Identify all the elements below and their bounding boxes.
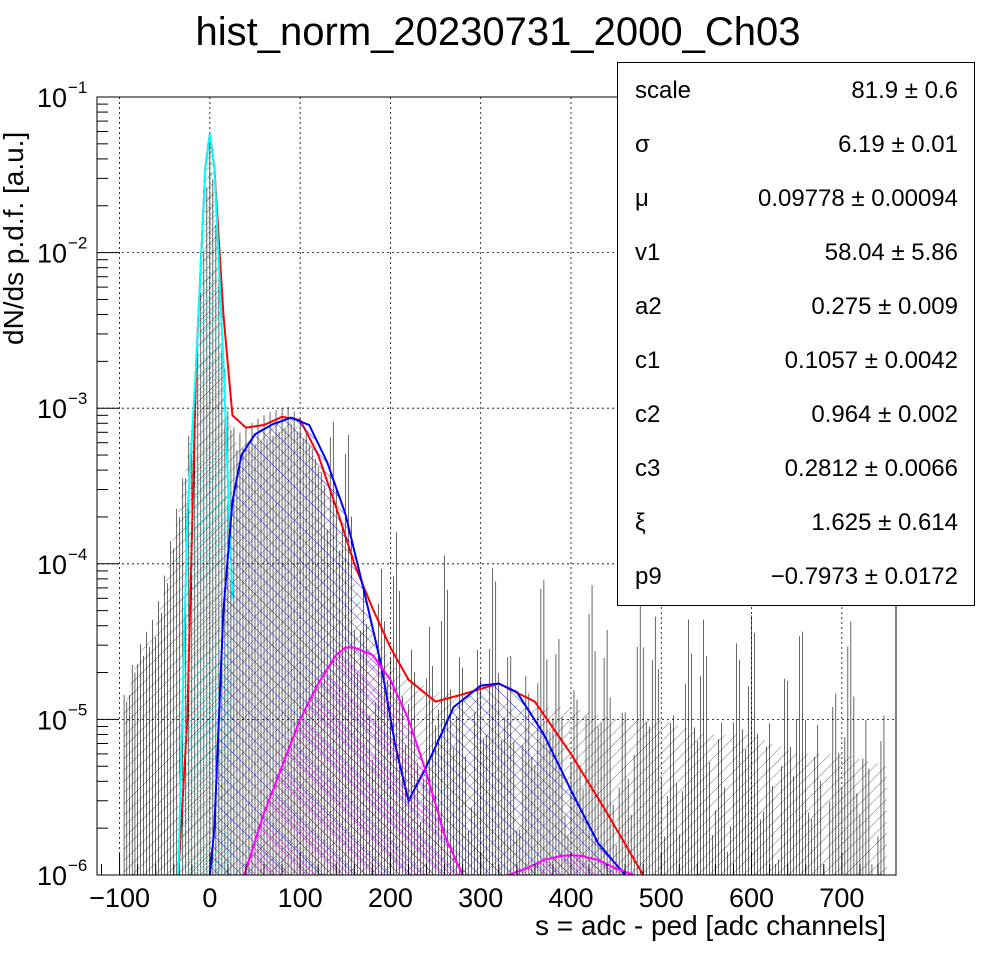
stats-param-value: 0.2812 ± 0.0066 <box>784 455 958 482</box>
stats-param-value: 0.09778 ± 0.00094 <box>757 185 958 212</box>
fit-curve <box>177 133 234 875</box>
stats-row: c2 0.964 ± 0.002 <box>618 387 974 441</box>
stats-param-name: v1 <box>635 239 661 266</box>
y-tick-label: 10 <box>37 394 67 424</box>
y-tick-label: 10 <box>37 239 67 269</box>
x-tick-label: −100 <box>89 883 150 913</box>
x-tick-label: 700 <box>819 883 864 913</box>
stats-row: scale 81.9 ± 0.6 <box>618 63 974 117</box>
stats-param-name: scale <box>635 77 692 104</box>
y-tick-exponent: −2 <box>68 234 87 253</box>
y-tick-exponent: −1 <box>68 78 87 97</box>
stats-param-name: p9 <box>635 563 662 590</box>
stats-param-name: a2 <box>635 293 662 320</box>
stats-row: c3 0.2812 ± 0.0066 <box>618 441 974 495</box>
stats-row: p9 −0.7973 ± 0.0172 <box>618 549 974 603</box>
stats-param-value: 6.19 ± 0.01 <box>838 131 958 158</box>
y-tick-label: 10 <box>37 705 67 735</box>
x-tick-label: 300 <box>458 883 503 913</box>
fit-curve <box>243 646 464 875</box>
fit-component-area <box>178 133 233 875</box>
y-tick-exponent: −6 <box>68 856 87 875</box>
x-tick-label: 400 <box>548 883 593 913</box>
x-tick-label: 500 <box>639 883 684 913</box>
stats-param-name: c3 <box>635 455 661 482</box>
fit-component-area <box>244 647 463 875</box>
stats-param-name: μ <box>635 185 649 212</box>
stats-param-value: 58.04 ± 5.86 <box>824 239 958 266</box>
stats-row: σ 6.19 ± 0.01 <box>618 117 974 171</box>
fit-stats-box: scale 81.9 ± 0.6 σ 6.19 ± 0.01 μ 0.09778 ± 0.… <box>617 62 975 606</box>
stats-param-value: 81.9 ± 0.6 <box>851 77 958 104</box>
stats-row: c1 0.1057 ± 0.0042 <box>618 333 974 387</box>
y-tick-label: 10 <box>37 83 67 113</box>
stats-param-value: 1.625 ± 0.614 <box>811 509 958 536</box>
chart-title: hist_norm_20230731_2000_Ch03 <box>195 10 801 54</box>
y-tick-label: 10 <box>37 550 67 580</box>
axes: −100 0 100 200 300 400 500 600 70010−610−510−410… <box>37 78 897 913</box>
y-tick-exponent: −5 <box>68 700 87 719</box>
stats-param-value: 0.275 ± 0.009 <box>811 293 958 320</box>
stats-row: v1 58.04 ± 5.86 <box>618 225 974 279</box>
stats-param-value: 0.1057 ± 0.0042 <box>784 347 958 374</box>
y-tick-exponent: −3 <box>68 389 87 408</box>
stats-row: μ 0.09778 ± 0.00094 <box>618 171 974 225</box>
x-tick-label: 200 <box>368 883 413 913</box>
stats-row: a2 0.275 ± 0.009 <box>618 279 974 333</box>
x-tick-label: 600 <box>729 883 774 913</box>
stats-param-name: c2 <box>635 401 661 428</box>
fit-curve <box>208 416 626 875</box>
stats-row: ξ 1.625 ± 0.614 <box>618 495 974 549</box>
stats-param-value: 0.964 ± 0.002 <box>811 401 958 428</box>
x-axis-label: s = adc - ped [adc channels] <box>535 910 886 941</box>
y-tick-exponent: −4 <box>68 545 87 564</box>
stats-param-name: ξ <box>635 509 646 536</box>
y-axis-label: dN/ds p.d.f. [a.u.] <box>0 131 29 345</box>
stats-param-value: −0.7973 ± 0.0172 <box>770 563 958 590</box>
x-tick-label: 0 <box>202 883 217 913</box>
x-tick-label: 100 <box>278 883 323 913</box>
series-layer <box>123 133 887 875</box>
stats-param-name: σ <box>635 131 650 158</box>
stats-param-name: c1 <box>635 347 661 374</box>
y-tick-label: 10 <box>37 861 67 891</box>
